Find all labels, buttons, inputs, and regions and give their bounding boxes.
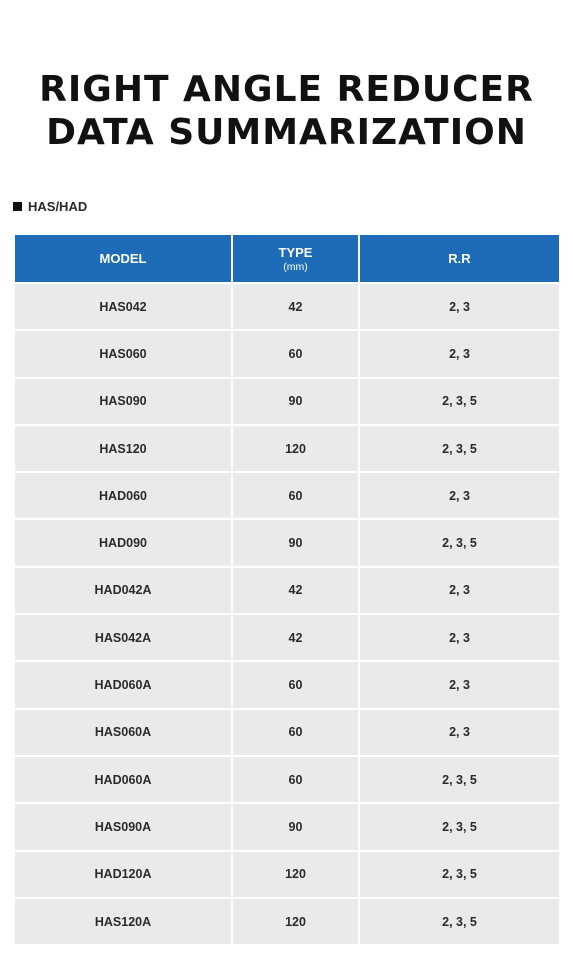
cell-type: 60	[233, 329, 360, 377]
cell-model: HAD060A	[15, 754, 233, 803]
cell-type: 120	[233, 423, 360, 472]
cell-model: HAS120	[15, 423, 233, 472]
section-label: HAS/HAD	[28, 198, 88, 214]
table-row: HAS042A 42 2, 3	[15, 613, 559, 661]
table-row: HAD120A 120 2, 3, 5	[15, 849, 559, 897]
cell-rr: 2, 3	[360, 471, 559, 519]
table-header-row: MODEL TYPE (mm) R.R	[15, 235, 559, 282]
cell-rr: 2, 3, 5	[360, 896, 559, 945]
cell-rr: 2, 3, 5	[360, 754, 559, 803]
header-type: TYPE (mm)	[233, 235, 360, 282]
cell-model: HAS060	[15, 329, 233, 377]
table-row: HAS090A 90 2, 3, 5	[15, 802, 559, 850]
cell-rr: 2, 3, 5	[360, 376, 559, 424]
cell-type: 42	[233, 282, 360, 330]
page-title: RIGHT ANGLE REDUCER DATA SUMMARIZATION	[0, 68, 573, 154]
cell-rr: 2, 3	[360, 660, 559, 708]
cell-model: HAS090A	[15, 802, 233, 850]
cell-rr: 2, 3, 5	[360, 423, 559, 472]
header-type-unit: (mm)	[283, 260, 308, 273]
cell-model: HAD042A	[15, 565, 233, 614]
table-row: HAS060A 60 2, 3	[15, 707, 559, 755]
cell-model: HAS090	[15, 376, 233, 424]
header-rr: R.R	[360, 235, 559, 282]
cell-rr: 2, 3	[360, 282, 559, 330]
title-line-1: RIGHT ANGLE REDUCER	[39, 69, 534, 110]
title-line-2: DATA SUMMARIZATION	[46, 112, 527, 153]
table-row: HAD090 90 2, 3, 5	[15, 518, 559, 566]
cell-model: HAS042A	[15, 613, 233, 661]
cell-type: 90	[233, 518, 360, 566]
cell-type: 60	[233, 471, 360, 519]
cell-model: HAD090	[15, 518, 233, 566]
cell-type: 42	[233, 613, 360, 661]
cell-type: 60	[233, 707, 360, 755]
cell-model: HAD060	[15, 471, 233, 519]
cell-model: HAS042	[15, 282, 233, 330]
table-row: HAD060A 60 2, 3	[15, 660, 559, 708]
cell-rr: 2, 3, 5	[360, 518, 559, 566]
cell-rr: 2, 3	[360, 707, 559, 755]
square-bullet-icon	[13, 201, 22, 211]
table-row: HAD060 60 2, 3	[15, 471, 559, 519]
cell-model: HAS120A	[15, 896, 233, 945]
cell-rr: 2, 3	[360, 329, 559, 377]
cell-type: 90	[233, 802, 360, 850]
cell-rr: 2, 3	[360, 565, 559, 614]
cell-model: HAD060A	[15, 660, 233, 708]
table-row: HAS120A 120 2, 3, 5	[15, 896, 559, 945]
table-row: HAS042 42 2, 3	[15, 282, 559, 330]
cell-type: 90	[233, 376, 360, 424]
cell-type: 60	[233, 660, 360, 708]
table-row: HAD042A 42 2, 3	[15, 565, 559, 614]
cell-model: HAS060A	[15, 707, 233, 755]
cell-type: 120	[233, 896, 360, 945]
table-row: HAS060 60 2, 3	[15, 329, 559, 377]
cell-rr: 2, 3	[360, 613, 559, 661]
table-row: HAS120 120 2, 3, 5	[15, 423, 559, 472]
cell-type: 120	[233, 849, 360, 897]
table-row: HAS090 90 2, 3, 5	[15, 376, 559, 424]
table-row: HAD060A 60 2, 3, 5	[15, 754, 559, 803]
cell-rr: 2, 3, 5	[360, 849, 559, 897]
header-model: MODEL	[15, 235, 233, 282]
cell-rr: 2, 3, 5	[360, 802, 559, 850]
cell-model: HAD120A	[15, 849, 233, 897]
reducer-data-table: MODEL TYPE (mm) R.R HAS042 42 2, 3 HAS060 60…	[15, 235, 559, 945]
section-heading: HAS/HAD	[13, 198, 87, 214]
cell-type: 42	[233, 565, 360, 614]
header-type-label: TYPE	[278, 244, 313, 260]
cell-type: 60	[233, 754, 360, 803]
